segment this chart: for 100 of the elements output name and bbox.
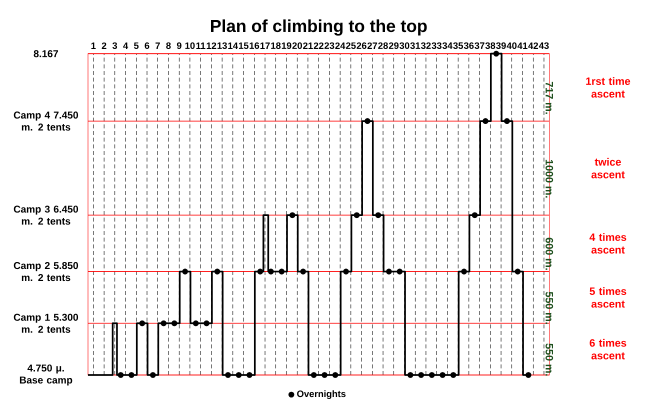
point [225,372,231,378]
x-tick-label: 28 [378,42,388,49]
x-tick-label: 11 [196,42,206,49]
point [118,372,124,378]
point [418,372,424,378]
x-tick-label: 35 [453,42,464,49]
x-tick-label: 1 [91,42,96,49]
point [525,372,532,378]
x-tick-label: 10 [185,42,195,49]
y-tick-label: 8.167 [34,50,58,58]
point [354,212,360,218]
x-tick-label: 23 [324,42,334,49]
x-tick-label: 25 [346,42,356,49]
x-tick-label: 34 [442,42,453,49]
point [332,372,338,378]
y-tick-label: Camp 4 7.450 m. 2 tents [14,112,78,131]
point [322,372,328,378]
x-tick-label: 2 [102,42,106,49]
x-tick-label: 12 [206,42,216,49]
point [440,372,446,378]
point [482,118,488,124]
x-tick-label: 32 [420,42,431,49]
x-tick-label: 36 [464,42,474,49]
x-tick-label: 29 [388,42,399,49]
x-tick-label: 31 [410,42,420,49]
point [386,268,392,274]
annotation: 550 m. [546,344,554,376]
x-tick-label: 13 [218,42,227,49]
point [278,268,285,274]
x-tick-label: 38 [485,42,496,49]
text: 4 times ascent [589,233,626,254]
point [214,268,220,274]
point [139,320,146,326]
point [396,268,403,274]
legend-label: Overnights [297,390,346,399]
point [310,372,317,378]
y-tick-label: Camp 3 6.450 m. 2 tents [14,206,78,225]
x-tick-label: 30 [400,42,410,49]
point [204,320,210,326]
point [160,320,167,326]
point [246,372,252,378]
x-tick-label: 6 [144,42,150,49]
point [182,268,188,274]
x-tick-label: 14 [228,42,238,49]
x-tick-label: 8 [166,42,171,49]
x-tick-label: 19 [282,42,292,49]
point [472,212,478,218]
x-tick-label: 22 [314,42,324,49]
x-tick-label: 26 [356,42,366,49]
x-tick-label: 20 [292,42,302,49]
point [343,268,349,274]
x-tick-label: 27 [367,42,378,49]
x-tick-label: 4 [123,42,128,49]
x-tick-label: 3 [112,42,118,49]
point [171,320,178,326]
x-tick-label: 9 [176,42,182,49]
x-tick-label: 41 [517,42,528,49]
point [268,268,274,274]
point [450,372,456,378]
x-tick-label: 5 [134,42,139,49]
x-tick-label: 18 [271,42,281,49]
x-tick-label: 15 [238,42,248,49]
text: 1rst time ascent [586,77,630,98]
x-tick-label: 43 [538,42,549,49]
point [192,320,199,326]
text: 5 times ascent [590,287,626,308]
x-tick-label: 16 [250,42,260,49]
x-tick-label: 37 [474,42,484,49]
x-tick-label: 7 [156,42,160,49]
x-tick-label: 21 [303,42,313,49]
point [150,372,156,378]
point [514,268,521,274]
y-tick-label: Camp 1 5.300 m. 2 tents [14,314,78,333]
text: 6 times ascent [590,338,626,360]
y-tick-label: Camp 2 5.850 m. 2 tents [14,262,78,282]
point [300,268,306,274]
point [289,212,296,218]
point [236,372,242,378]
point [128,372,134,378]
chart-title: Plan of climbing to the top [211,19,427,36]
point [493,50,500,57]
annotation: 1000 m. [546,160,554,198]
point [461,268,467,274]
point [257,268,264,274]
x-tick-label: 33 [432,42,442,49]
annotation: 717 m. [546,82,553,114]
annotation: 600 m. [546,238,554,270]
x-tick-label: 17 [260,42,270,49]
x-tick-label: 39 [496,42,506,49]
x-tick-label: 40 [506,42,517,49]
y-tick-label: 4.750 μ. Base camp [20,364,72,386]
point [428,372,435,378]
x-tick-label: 24 [335,42,346,49]
text: twice ascent [591,158,625,178]
point [375,212,382,218]
point [504,118,510,124]
x-tick-label: 42 [528,42,538,49]
point [364,118,370,124]
annotation: 550 m. [546,292,554,324]
point [407,372,414,378]
